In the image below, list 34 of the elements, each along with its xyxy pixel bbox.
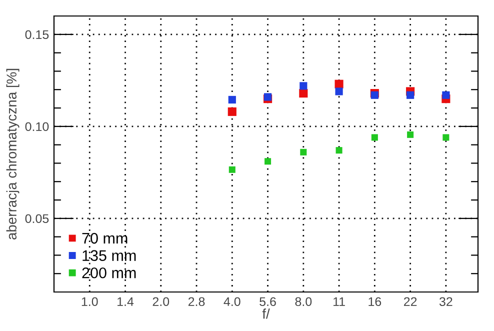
x-tick-label: 1.0	[82, 297, 98, 306]
point	[228, 96, 236, 104]
x-tick-label: 4.0	[224, 297, 240, 306]
point	[442, 91, 450, 99]
point	[335, 88, 343, 96]
legend-label: 200 mm	[82, 267, 136, 278]
point	[300, 148, 307, 156]
point	[336, 147, 342, 154]
x-tick-label: 2.8	[188, 297, 205, 306]
legend-label: 135 mm	[82, 250, 136, 261]
x-tick-label: 22	[404, 297, 417, 306]
point	[406, 91, 414, 99]
point	[407, 131, 414, 138]
point	[300, 82, 308, 90]
legend-label: 70 mm	[82, 232, 128, 244]
point	[264, 93, 272, 101]
y-axis-title: aberracja chromatyczna [%]	[6, 68, 20, 240]
x-tick-label: 11	[334, 297, 345, 306]
point	[299, 89, 308, 98]
point	[228, 107, 236, 116]
point	[228, 166, 236, 173]
x-tick-label: 16	[368, 297, 382, 306]
y-tick-label: 0.05	[25, 214, 49, 224]
x-tick-label: 5.6	[260, 297, 276, 306]
x-tick-label: 2.0	[152, 297, 170, 306]
x-tick-label: 1.4	[118, 297, 134, 306]
point	[442, 134, 450, 141]
y-tick-label: 0.15	[25, 30, 49, 40]
point	[371, 134, 378, 141]
x-axis-title: f/	[262, 308, 270, 319]
point	[264, 158, 272, 165]
x-tick-label: 8.0	[295, 297, 312, 306]
y-tick-label: 0.10	[25, 122, 49, 132]
x-tick-label: 32	[439, 297, 452, 306]
